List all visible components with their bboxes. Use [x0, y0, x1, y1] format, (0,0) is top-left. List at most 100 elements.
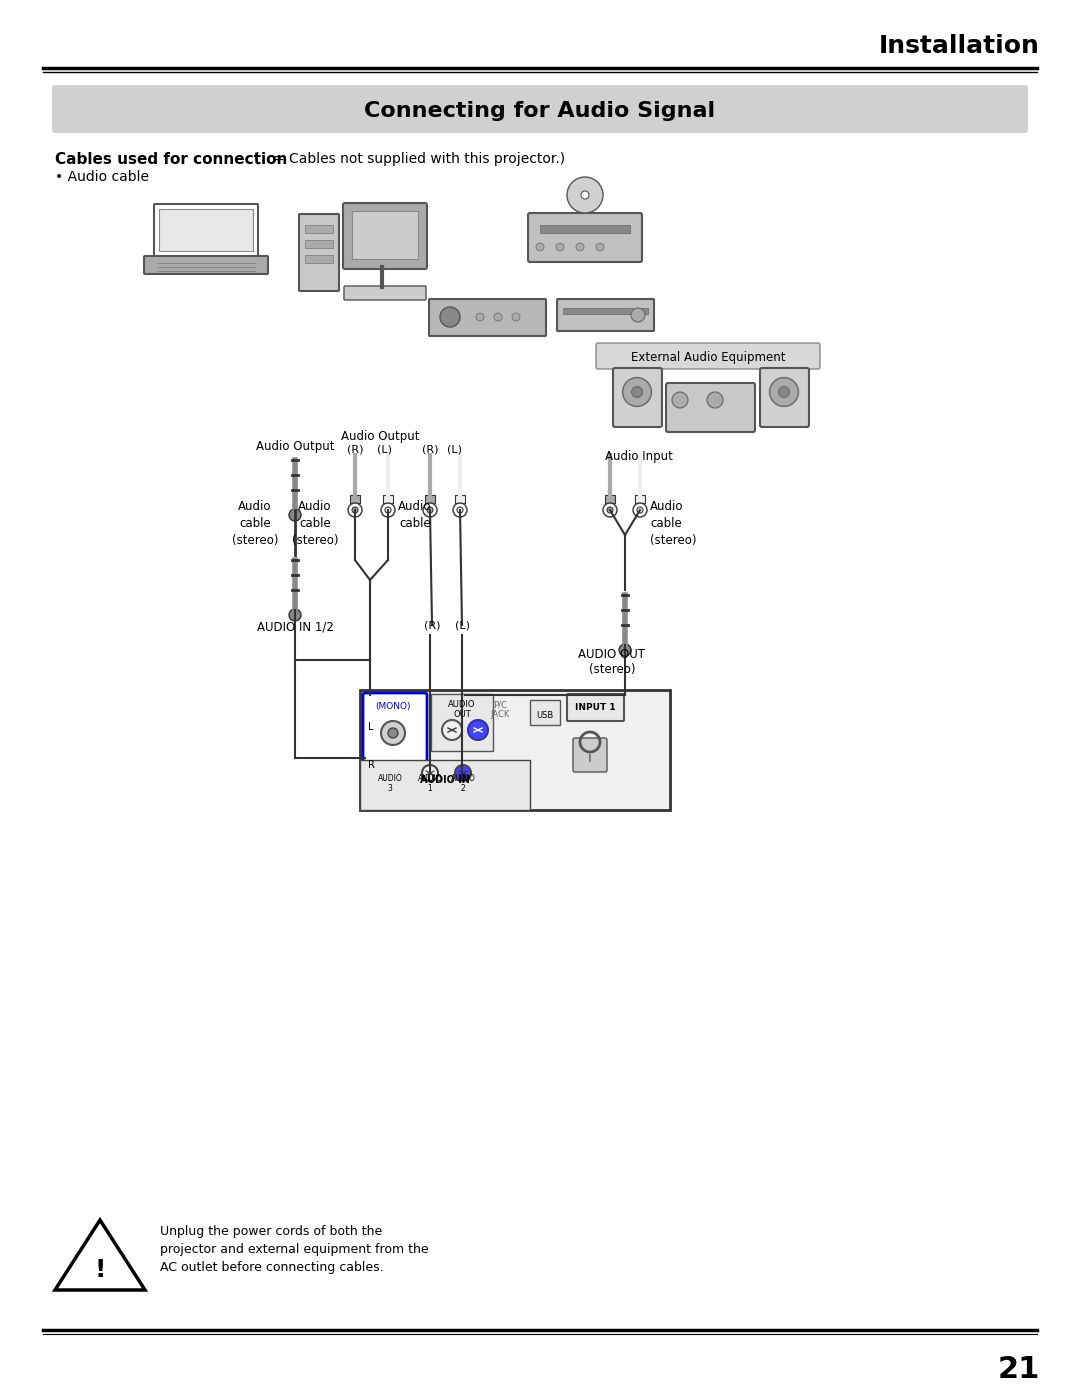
FancyBboxPatch shape — [154, 204, 258, 258]
FancyBboxPatch shape — [144, 256, 268, 274]
FancyBboxPatch shape — [52, 85, 1028, 133]
Bar — [305, 240, 333, 249]
Text: • Audio cable: • Audio cable — [55, 170, 149, 184]
Bar — [530, 700, 561, 725]
Circle shape — [352, 507, 357, 513]
Text: USB: USB — [537, 711, 554, 719]
Text: Audio Output: Audio Output — [256, 440, 334, 453]
Text: (   = Cables not supplied with this projector.): ( = Cables not supplied with this projec… — [249, 152, 565, 166]
FancyBboxPatch shape — [613, 367, 662, 427]
Circle shape — [427, 507, 433, 513]
Circle shape — [381, 761, 405, 785]
Circle shape — [468, 719, 488, 740]
Text: 21: 21 — [998, 1355, 1040, 1384]
Bar — [605, 495, 615, 503]
Circle shape — [381, 721, 405, 745]
Circle shape — [440, 307, 460, 327]
Circle shape — [770, 377, 798, 407]
Circle shape — [289, 509, 301, 521]
Text: Installation: Installation — [879, 34, 1040, 59]
Circle shape — [384, 507, 391, 513]
Text: Audio
cable
(stereo): Audio cable (stereo) — [650, 500, 697, 548]
Text: Cables used for connection: Cables used for connection — [55, 152, 287, 168]
Text: INPUT 1: INPUT 1 — [575, 704, 616, 712]
Bar — [352, 211, 418, 258]
Polygon shape — [55, 1220, 145, 1289]
Text: AUDIO IN 1/2: AUDIO IN 1/2 — [257, 620, 334, 633]
Circle shape — [631, 307, 645, 321]
Circle shape — [596, 243, 604, 251]
Circle shape — [633, 503, 647, 517]
Circle shape — [637, 507, 643, 513]
Text: !: ! — [94, 1259, 106, 1282]
Text: AUDIO
1: AUDIO 1 — [418, 774, 443, 793]
Bar — [383, 495, 393, 503]
Text: (L): (L) — [455, 620, 470, 630]
Circle shape — [494, 313, 502, 321]
Text: Audio
cable
(stereo): Audio cable (stereo) — [232, 500, 279, 548]
Bar — [305, 256, 333, 263]
Circle shape — [442, 719, 462, 740]
FancyBboxPatch shape — [573, 738, 607, 773]
FancyBboxPatch shape — [557, 299, 654, 331]
Text: R: R — [368, 760, 375, 770]
FancyBboxPatch shape — [666, 383, 755, 432]
Text: P/C
JACK: P/C JACK — [490, 700, 510, 719]
Circle shape — [619, 644, 631, 657]
Circle shape — [567, 177, 603, 212]
Text: Audio Output: Audio Output — [341, 430, 419, 443]
Circle shape — [388, 768, 399, 778]
FancyBboxPatch shape — [528, 212, 642, 263]
Text: Unplug the power cords of both the
projector and external equipment from the
AC : Unplug the power cords of both the proje… — [160, 1225, 429, 1274]
Text: L: L — [368, 722, 374, 732]
Circle shape — [536, 243, 544, 251]
Circle shape — [632, 387, 643, 397]
Text: AUDIO IN: AUDIO IN — [420, 775, 470, 785]
Text: AUDIO
2: AUDIO 2 — [450, 774, 475, 793]
Circle shape — [672, 393, 688, 408]
FancyBboxPatch shape — [431, 694, 492, 752]
FancyBboxPatch shape — [299, 214, 339, 291]
Bar — [455, 495, 465, 503]
Circle shape — [388, 728, 399, 738]
Circle shape — [381, 503, 395, 517]
FancyBboxPatch shape — [429, 299, 546, 337]
Text: (L): (L) — [378, 446, 392, 455]
FancyBboxPatch shape — [596, 344, 820, 369]
Text: AUDIO OUT
(stereo): AUDIO OUT (stereo) — [579, 648, 646, 676]
Text: Audio
cable
(stereo): Audio cable (stereo) — [292, 500, 338, 548]
Circle shape — [457, 507, 463, 513]
Bar — [540, 225, 630, 233]
FancyBboxPatch shape — [345, 286, 426, 300]
Circle shape — [455, 766, 471, 781]
Circle shape — [453, 503, 467, 517]
Text: Audio Input: Audio Input — [605, 450, 673, 462]
Bar — [635, 495, 645, 503]
Text: External Audio Equipment: External Audio Equipment — [631, 351, 785, 363]
Circle shape — [556, 243, 564, 251]
FancyBboxPatch shape — [760, 367, 809, 427]
Circle shape — [779, 387, 789, 397]
Text: (L): (L) — [447, 446, 462, 455]
Text: AUDIO
OUT: AUDIO OUT — [448, 700, 476, 719]
Circle shape — [707, 393, 723, 408]
Bar — [360, 760, 530, 810]
Text: Connecting for Audio Signal: Connecting for Audio Signal — [364, 101, 716, 122]
Circle shape — [348, 503, 362, 517]
Text: (R): (R) — [423, 620, 441, 630]
Circle shape — [576, 243, 584, 251]
Circle shape — [581, 191, 589, 198]
FancyBboxPatch shape — [567, 694, 624, 721]
Circle shape — [607, 507, 613, 513]
FancyBboxPatch shape — [363, 693, 427, 807]
Text: Audio
cable: Audio cable — [399, 500, 432, 529]
Text: AUDIO
3: AUDIO 3 — [378, 774, 403, 793]
FancyBboxPatch shape — [360, 690, 670, 810]
Text: i: i — [589, 752, 592, 766]
Circle shape — [422, 766, 438, 781]
Bar — [426, 495, 435, 503]
Text: (R): (R) — [422, 446, 438, 455]
Circle shape — [622, 377, 651, 407]
Bar — [159, 210, 253, 251]
Text: (R): (R) — [347, 446, 363, 455]
